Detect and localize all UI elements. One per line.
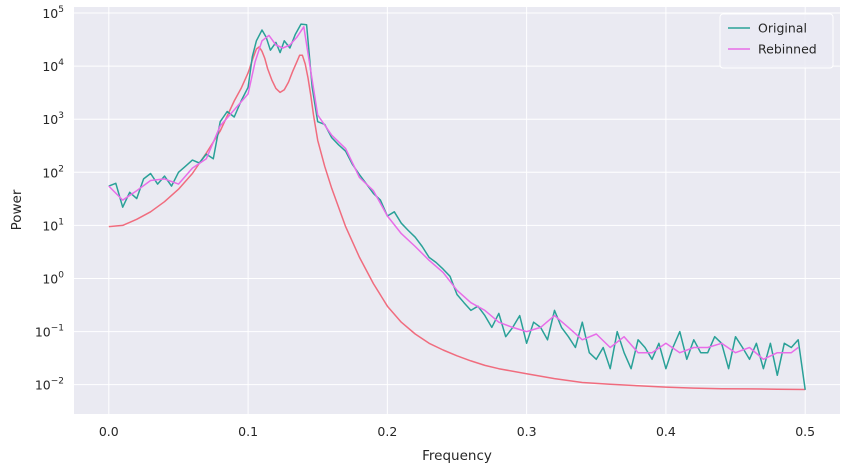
x-tick-label: 0.5	[795, 424, 815, 439]
y-tick-label: 10−2	[35, 377, 64, 393]
x-tick-label: 0.0	[99, 424, 119, 439]
y-tick-label: 104	[42, 58, 64, 74]
x-tick-label: 0.1	[238, 424, 258, 439]
x-axis-ticks: 0.0 0.1 0.2 0.3 0.4 0.5	[99, 424, 815, 439]
y-axis-ticks: 10−2 10−1 100 101 102 103 104 105	[35, 5, 64, 393]
x-tick-label: 0.2	[377, 424, 397, 439]
legend-label: Original	[758, 21, 807, 36]
y-axis-label: Power	[9, 189, 25, 230]
y-tick-label: 101	[42, 217, 64, 233]
series-layer	[108, 23, 806, 391]
x-axis-label: Frequency	[422, 448, 492, 464]
y-tick-label: 100	[42, 270, 64, 286]
legend-label: Rebinned	[758, 42, 817, 57]
y-tick-label: 102	[42, 164, 64, 180]
y-tick-label: 103	[42, 111, 64, 127]
x-tick-label: 0.3	[517, 424, 537, 439]
x-tick-label: 0.4	[656, 424, 676, 439]
series-line-rebinned	[108, 26, 799, 361]
model-curve-line	[108, 46, 806, 391]
y-tick-label: 105	[42, 5, 64, 21]
grid-lines	[74, 7, 840, 414]
y-tick-label: 10−1	[35, 324, 64, 340]
series-line-original	[108, 23, 806, 390]
legend: Original Rebinned	[719, 13, 834, 69]
